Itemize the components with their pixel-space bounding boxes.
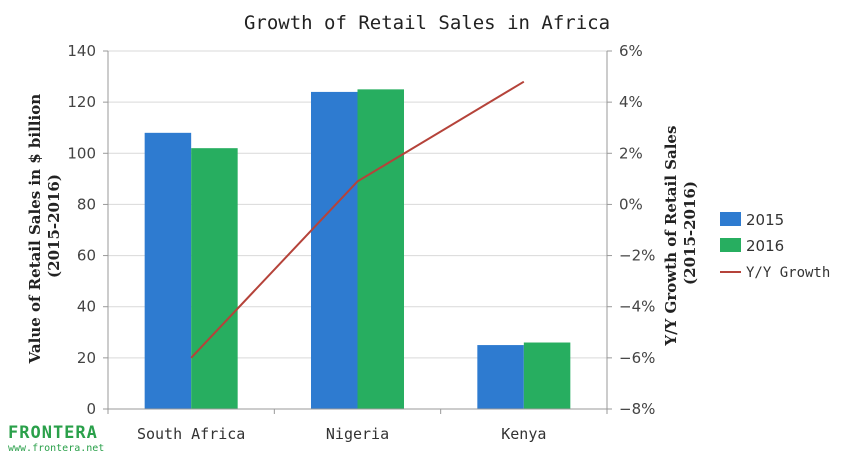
y2-tick-label: −4% <box>619 298 655 316</box>
bar-2016-kenya <box>523 342 571 409</box>
y-axis-title-line2: (2015-2016) <box>45 174 63 278</box>
growth-line-path <box>190 80 525 359</box>
y2-tick-label: −8% <box>619 400 655 418</box>
y2-tick-label: −2% <box>619 247 655 265</box>
y2-axis-title: Y/Y Growth of Retail Sales (2015-2016) <box>662 120 699 346</box>
y-tick-label: 140 <box>67 42 96 60</box>
left-axis-ticks: 0 20 40 60 80 100 120 140 <box>67 42 108 418</box>
x-category-label: South Africa <box>137 425 245 443</box>
y2-tick-label: 2% <box>619 144 643 162</box>
y-axis-title: Value of Retail Sales in $ billion (2015… <box>26 89 63 365</box>
legend: 2015 2016 Y/Y Growth <box>720 211 830 281</box>
bars <box>144 89 571 410</box>
y2-axis-title-line1: Y/Y Growth of Retail Sales <box>662 126 680 347</box>
x-category-label: Nigeria <box>326 425 389 443</box>
axes <box>107 51 608 414</box>
bar-2015-south-africa <box>144 132 192 410</box>
legend-swatch-2016 <box>720 238 741 252</box>
y2-tick-label: 6% <box>619 42 643 60</box>
logo-url: www.frontera.net <box>8 443 105 454</box>
category-labels: South Africa Nigeria Kenya <box>137 425 546 443</box>
growth-line <box>190 80 525 359</box>
legend-label-2015: 2015 <box>746 211 784 229</box>
bar-2016-south-africa <box>191 148 238 409</box>
y-tick-label: 40 <box>77 298 96 316</box>
right-axis-ticks: −8% −6% −4% −2% 0% 2% 4% 6% <box>607 42 655 418</box>
y-tick-label: 20 <box>77 349 96 367</box>
frontera-logo: FRONTERA www.frontera.net <box>8 425 104 454</box>
y-tick-label: 120 <box>67 93 96 111</box>
bar-2015-kenya <box>477 345 524 409</box>
y2-tick-label: −6% <box>619 349 655 367</box>
y-tick-label: 80 <box>77 195 96 213</box>
y-axis-title-line1: Value of Retail Sales in $ billion <box>26 94 44 365</box>
legend-swatch-2015 <box>720 212 741 226</box>
y2-tick-label: 0% <box>619 195 643 213</box>
legend-label-2016: 2016 <box>746 237 784 255</box>
y2-axis-title-line2: (2015-2016) <box>681 181 699 285</box>
x-category-label: Kenya <box>501 425 546 443</box>
legend-label-growth: Y/Y Growth <box>746 265 830 281</box>
bar-2016-nigeria <box>357 89 404 409</box>
logo-name: FRONTERA <box>8 423 98 443</box>
y2-tick-label: 4% <box>619 93 643 111</box>
chart-title: Growth of Retail Sales in Africa <box>244 12 610 34</box>
y-tick-label: 60 <box>77 247 96 265</box>
y-tick-label: 100 <box>67 144 96 162</box>
y-tick-label: 0 <box>86 400 96 418</box>
bar-2015-nigeria <box>311 91 358 410</box>
